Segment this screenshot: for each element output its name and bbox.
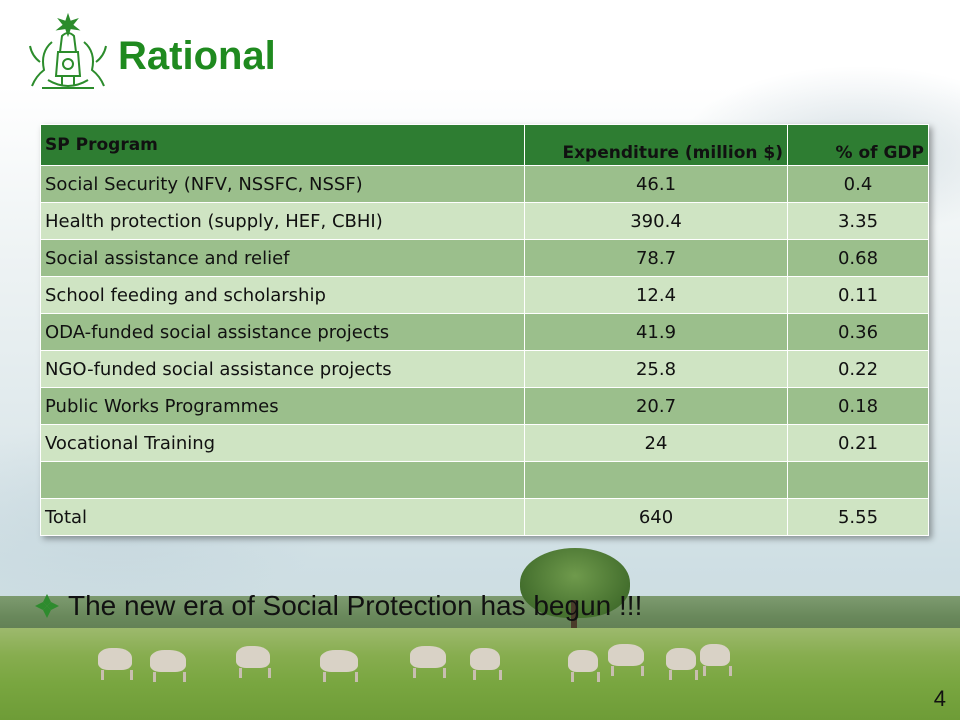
expenditure-cell: 25.8 bbox=[524, 350, 788, 388]
background-field bbox=[0, 628, 960, 720]
program-cell: Total bbox=[40, 498, 525, 536]
cow-figure bbox=[700, 644, 732, 676]
table-row: Public Works Programmes 20.7 0.18 bbox=[40, 387, 929, 425]
cow-figure bbox=[410, 646, 446, 678]
gdp-cell: 0.68 bbox=[787, 239, 929, 277]
cow-figure bbox=[608, 644, 644, 676]
table-row: Social Security (NFV, NSSFC, NSSF) 46.1 … bbox=[40, 165, 929, 203]
header-sp-program: SP Program bbox=[40, 124, 525, 166]
cow-figure bbox=[470, 648, 502, 680]
cow-figure bbox=[236, 646, 271, 678]
expenditure-cell: 12.4 bbox=[524, 276, 788, 314]
expenditure-cell: 78.7 bbox=[524, 239, 788, 277]
gdp-cell: 0.18 bbox=[787, 387, 929, 425]
program-cell: Social Security (NFV, NSSFC, NSSF) bbox=[40, 165, 525, 203]
gdp-cell: 0.21 bbox=[787, 424, 929, 462]
expenditure-cell: 640 bbox=[524, 498, 788, 536]
cow-figure bbox=[666, 648, 698, 680]
page-number: 4 bbox=[933, 686, 946, 711]
slide-title: Rational bbox=[118, 34, 276, 78]
bullet-text: The new era of Social Protection has beg… bbox=[68, 590, 643, 621]
table-row-total: Total 640 5.55 bbox=[40, 498, 929, 536]
expenditure-cell: 41.9 bbox=[524, 313, 788, 351]
program-cell: School feeding and scholarship bbox=[40, 276, 525, 314]
gdp-cell: 0.36 bbox=[787, 313, 929, 351]
table-row-empty bbox=[40, 461, 929, 499]
header-percent-gdp: % of GDP bbox=[787, 124, 929, 166]
royal-emblem-icon bbox=[29, 12, 107, 89]
cow-figure bbox=[568, 650, 600, 682]
bullet-line: The new era of Social Protection has beg… bbox=[34, 590, 642, 622]
cow-figure bbox=[98, 648, 133, 680]
program-cell: Public Works Programmes bbox=[40, 387, 525, 425]
gdp-cell bbox=[787, 461, 929, 499]
program-cell bbox=[40, 461, 525, 499]
table-row: ODA-funded social assistance projects 41… bbox=[40, 313, 929, 351]
gdp-cell: 0.4 bbox=[787, 165, 929, 203]
program-cell: Health protection (supply, HEF, CBHI) bbox=[40, 202, 525, 240]
expenditure-cell bbox=[524, 461, 788, 499]
table-row: Social assistance and relief 78.7 0.68 bbox=[40, 239, 929, 277]
expenditure-cell: 20.7 bbox=[524, 387, 788, 425]
expenditure-cell: 46.1 bbox=[524, 165, 788, 203]
sp-expenditure-table: SP Program Expenditure (million $) % of … bbox=[40, 124, 929, 536]
diamond-bullet-icon bbox=[35, 594, 59, 618]
gdp-cell: 0.22 bbox=[787, 350, 929, 388]
table-row: School feeding and scholarship 12.4 0.11 bbox=[40, 276, 929, 314]
cow-figure bbox=[150, 650, 186, 682]
table-row: Health protection (supply, HEF, CBHI) 39… bbox=[40, 202, 929, 240]
expenditure-cell: 24 bbox=[524, 424, 788, 462]
program-cell: Social assistance and relief bbox=[40, 239, 525, 277]
table-row: NGO-funded social assistance projects 25… bbox=[40, 350, 929, 388]
gdp-cell: 5.55 bbox=[787, 498, 929, 536]
gdp-cell: 3.35 bbox=[787, 202, 929, 240]
table-header-row: SP Program Expenditure (million $) % of … bbox=[40, 124, 929, 166]
program-cell: NGO-funded social assistance projects bbox=[40, 350, 525, 388]
expenditure-cell: 390.4 bbox=[524, 202, 788, 240]
program-cell: ODA-funded social assistance projects bbox=[40, 313, 525, 351]
gdp-cell: 0.11 bbox=[787, 276, 929, 314]
table-row: Vocational Training 24 0.21 bbox=[40, 424, 929, 462]
program-cell: Vocational Training bbox=[40, 424, 525, 462]
background-tree-trunk bbox=[571, 600, 577, 640]
cow-figure bbox=[320, 650, 358, 682]
header-expenditure: Expenditure (million $) bbox=[524, 124, 788, 166]
